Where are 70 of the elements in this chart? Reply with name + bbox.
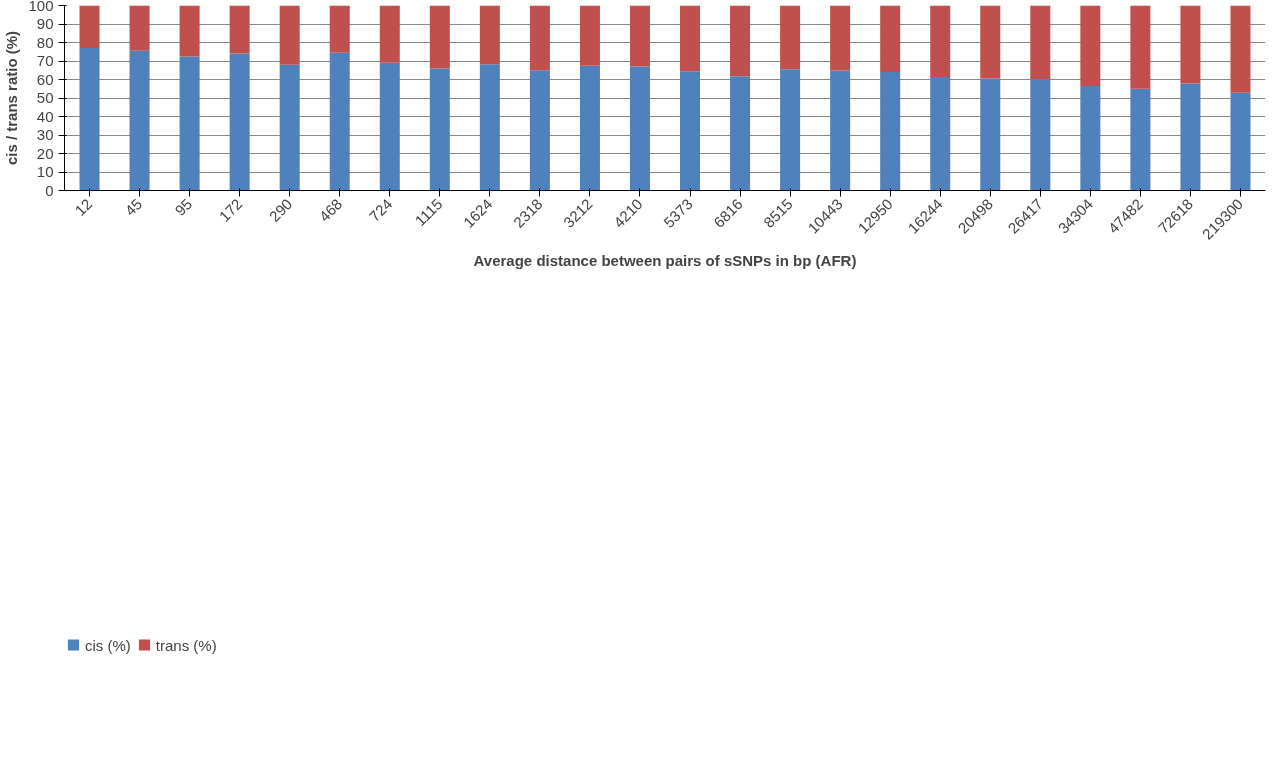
bar xyxy=(730,76,751,191)
x-tick-label: 468 xyxy=(315,195,346,225)
bar xyxy=(479,5,500,65)
bar xyxy=(379,5,400,63)
bar xyxy=(1080,85,1101,191)
y-tick-label: 70 xyxy=(36,52,54,69)
y-tick-label: 40 xyxy=(36,107,54,125)
bar xyxy=(780,5,801,70)
bar xyxy=(629,5,650,67)
bar xyxy=(1180,5,1201,84)
bar xyxy=(880,72,901,191)
bar xyxy=(1080,5,1101,86)
x-tick-label: 724 xyxy=(365,195,396,225)
x-tick-label: 95 xyxy=(171,195,196,219)
bar xyxy=(229,5,250,54)
bar xyxy=(529,70,550,191)
bar xyxy=(830,70,851,191)
bar xyxy=(930,77,951,191)
bar xyxy=(1130,5,1151,89)
y-tick-label: 90 xyxy=(36,15,54,32)
bar xyxy=(1180,83,1201,191)
legend-label: cis (%) xyxy=(85,636,131,654)
x-tick-label: 290 xyxy=(265,195,296,225)
bar xyxy=(830,5,851,71)
bar xyxy=(479,64,500,191)
y-tick-label: 20 xyxy=(36,144,54,162)
bar xyxy=(279,64,300,191)
bar xyxy=(229,53,250,191)
bar xyxy=(1230,5,1251,93)
bar xyxy=(980,5,1001,79)
y-tick-label: 50 xyxy=(36,89,54,106)
y-tick-label: 100 xyxy=(28,0,54,14)
bar xyxy=(780,69,801,191)
bar xyxy=(980,78,1001,191)
bar xyxy=(629,66,650,191)
bar xyxy=(129,5,150,51)
bar xyxy=(680,5,701,72)
bar xyxy=(179,56,200,191)
y-tick-label: 80 xyxy=(36,33,54,51)
bar xyxy=(329,52,350,191)
bar xyxy=(79,48,100,191)
bar xyxy=(529,5,550,71)
legend-label: trans (%) xyxy=(155,636,217,654)
bar xyxy=(579,65,600,191)
bar xyxy=(1030,78,1051,191)
y-tick-label: 0 xyxy=(45,181,54,199)
bar xyxy=(379,62,400,191)
bar xyxy=(930,5,951,78)
y-tick-label: 30 xyxy=(36,126,54,143)
bar xyxy=(1230,92,1251,191)
bar xyxy=(329,5,350,53)
bar xyxy=(129,50,150,191)
bar xyxy=(429,5,450,69)
bar xyxy=(579,5,600,66)
bar xyxy=(279,5,300,65)
x-tick-label: 12 xyxy=(71,195,96,219)
bar xyxy=(730,5,751,77)
y-axis-title: cis / trans ratio (%) xyxy=(3,30,21,166)
bar xyxy=(429,68,450,191)
y-tick-label: 60 xyxy=(36,70,54,88)
x-axis-title: Average distance between pairs of sSNPs in bp (AFR) xyxy=(473,251,857,269)
bar xyxy=(880,5,901,73)
bar xyxy=(179,5,200,57)
x-tick-label: 172 xyxy=(215,195,246,225)
x-tick-label: 45 xyxy=(121,195,146,219)
bar xyxy=(1130,88,1151,191)
bar xyxy=(1030,5,1051,79)
bar xyxy=(680,71,701,191)
y-tick-label: 10 xyxy=(36,163,54,180)
bar xyxy=(79,5,100,49)
